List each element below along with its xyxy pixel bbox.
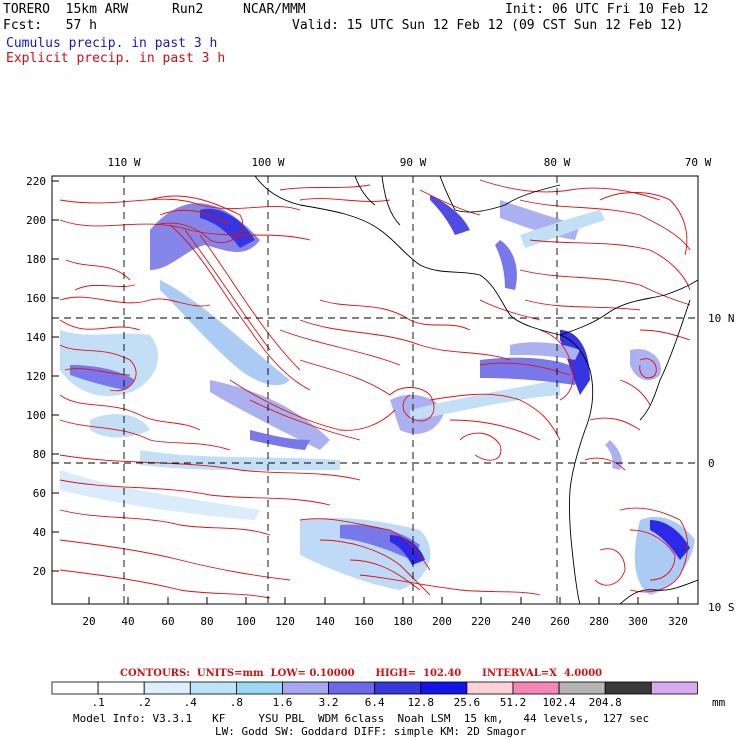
map-plot-area (52, 176, 698, 604)
colorbar-label: .1 (91, 696, 104, 709)
colorbar-label: .2 (138, 696, 151, 709)
colorbar-units: mm (712, 696, 726, 709)
colorbar-swatch (235, 681, 283, 695)
colorbar-label: 51.2 (500, 696, 527, 709)
forecast-hour: Fcst: 57 h (3, 18, 97, 33)
colorbar-swatch (374, 681, 422, 695)
colorbar-swatch (97, 681, 145, 695)
y-tick-label: 120 (26, 370, 46, 383)
colorbar-swatch (512, 681, 560, 695)
lon-label-80w: 80 W (544, 156, 571, 169)
x-tick-label: 280 (589, 615, 609, 628)
left-axis-ticks (52, 180, 59, 572)
colorbar-swatch (466, 681, 514, 695)
x-tick-label: 200 (432, 615, 452, 628)
y-tick-label: 220 (26, 175, 46, 188)
field-label-cumulus: Cumulus precip. in past 3 h (6, 36, 218, 51)
colorbar-swatch (282, 681, 329, 695)
colorbar-label: 25.6 (454, 696, 481, 709)
cumulus-precip-shading (60, 195, 695, 595)
lon-label-110w: 110 W (107, 156, 140, 169)
x-tick-label: 60 (161, 615, 174, 628)
colorbar-swatch (558, 681, 606, 695)
model-info-line: Model Info: V3.3.1 KF YSU PBL WDM 6class… (73, 712, 650, 725)
colorbar-swatch (650, 681, 698, 695)
org-label: NCAR/MMM (243, 2, 306, 17)
colorbar-swatch (328, 681, 376, 695)
x-tick-label: 160 (354, 615, 374, 628)
physics-info-line: LW: Godd SW: Goddard DIFF: simple KM: 2D… (215, 725, 527, 738)
y-tick-label: 60 (33, 487, 46, 500)
y-tick-label: 160 (26, 292, 46, 305)
colorbar-swatch (51, 681, 99, 695)
colorbar-label: 102.4 (543, 696, 576, 709)
colorbar-swatch (604, 681, 652, 695)
x-tick-label: 180 (393, 615, 413, 628)
y-tick-label: 180 (26, 253, 46, 266)
plot-border (51, 175, 699, 605)
x-tick-label: 220 (471, 615, 491, 628)
x-tick-label: 240 (511, 615, 531, 628)
lat-label-10n: 10 N (708, 312, 735, 325)
x-tick-label: 20 (82, 615, 95, 628)
y-tick-label: 100 (26, 409, 46, 422)
colorbar-label: 204.8 (589, 696, 622, 709)
colorbar-label: 1.6 (273, 696, 293, 709)
y-tick-label: 80 (33, 448, 46, 461)
y-tick-label: 200 (26, 214, 46, 227)
coastlines (254, 176, 698, 604)
lon-label-70w: 70 W (685, 156, 712, 169)
x-tick-label: 80 (200, 615, 213, 628)
colorbar-label: 6.4 (365, 696, 385, 709)
y-tick-label: 20 (33, 565, 46, 578)
x-tick-label: 120 (275, 615, 295, 628)
run-label: Run2 (172, 2, 204, 17)
valid-time: Valid: 15 UTC Sun 12 Feb 12 (09 CST Sun … (292, 18, 684, 33)
contour-info: CONTOURS: UNITS=mm LOW= 0.10000 HIGH= 10… (120, 668, 603, 679)
y-tick-label: 40 (33, 526, 46, 539)
x-tick-label: 300 (628, 615, 648, 628)
field-label-explicit: Explicit precip. in past 3 h (6, 51, 226, 66)
model-title: TORERO 15km ARW (3, 2, 129, 17)
explicit-precip-contours (59, 179, 691, 599)
lon-label-90w: 90 W (400, 156, 427, 169)
x-tick-label: 260 (550, 615, 570, 628)
colorbar-label: 12.8 (408, 696, 435, 709)
colorbar-swatch (143, 681, 191, 695)
colorbar-swatch (420, 681, 468, 695)
init-time: Init: 06 UTC Fri 10 Feb 12 (505, 2, 709, 17)
y-tick-label: 140 (26, 331, 46, 344)
colorbar: .1 .2 .4 .8 1.6 3.2 6.4 12.8 25.6 51.2 102.4 204.8 (51, 681, 698, 709)
lon-label-100w: 100 W (251, 156, 284, 169)
x-tick-label: 140 (315, 615, 335, 628)
lat-label-10s: 10 S (708, 601, 735, 614)
lat-label-0: 0 (708, 457, 715, 470)
bottom-axis-ticks (88, 597, 679, 604)
x-tick-label: 320 (668, 615, 688, 628)
colorbar-label: .8 (230, 696, 243, 709)
x-tick-label: 100 (236, 615, 256, 628)
colorbar-label: .4 (184, 696, 198, 709)
x-tick-label: 40 (121, 615, 134, 628)
colorbar-swatch (189, 681, 237, 695)
colorbar-label: 3.2 (319, 696, 339, 709)
